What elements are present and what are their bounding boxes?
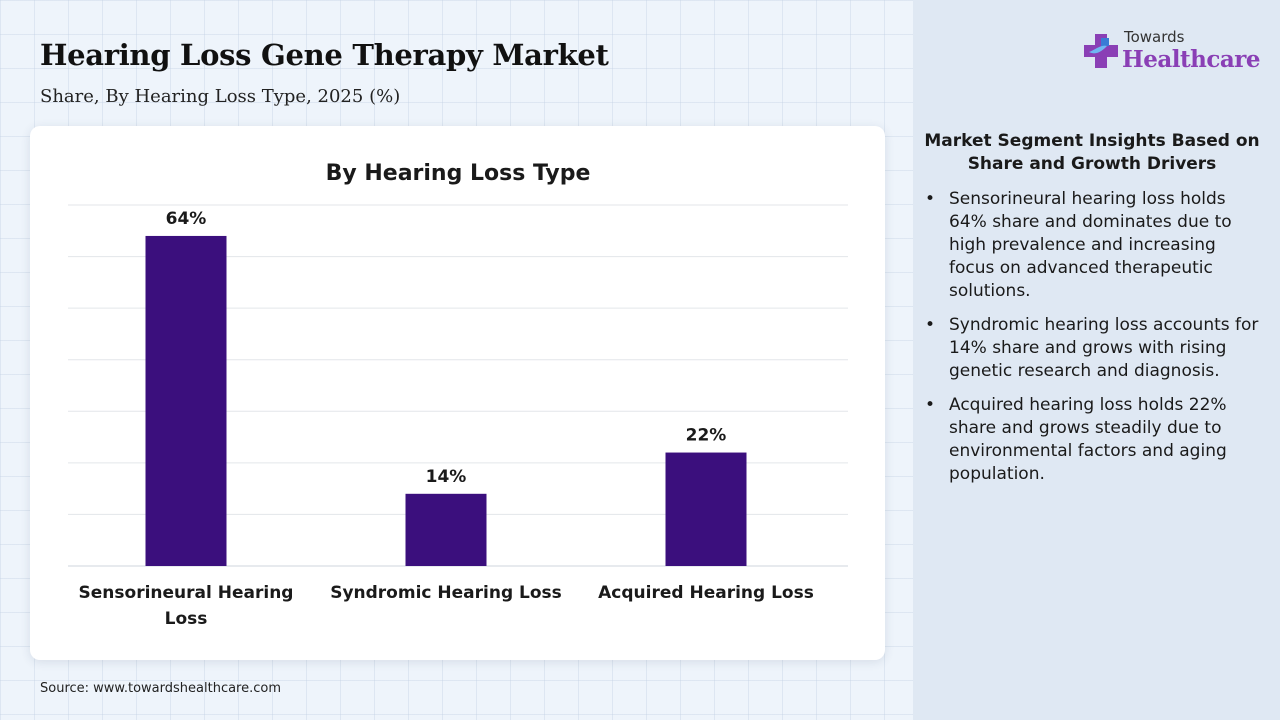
brand-logo: Towards Healthcare [1080,28,1261,78]
category-label: Syndromic Hearing Loss [330,583,562,603]
insight-item: • Sensorineural hearing loss holds 64% s… [922,188,1262,303]
category-label: Sensorineural Hearing [79,583,294,603]
bar-chart: By Hearing Loss Type 64% Sensorineural Hea… [68,161,848,629]
chart-card: By Hearing Loss Type 64% Sensorineural Hea… [30,126,885,660]
bullet-icon: • [925,395,936,415]
insights-panel: Market Segment Insights Based on Share a… [922,130,1262,497]
bullet-icon: • [925,189,936,209]
insights-panel-background [913,0,1280,720]
logo-text-top: Towards [1124,28,1185,46]
page-title: Hearing Loss Gene Therapy Market [40,38,609,72]
insight-text: Acquired hearing loss holds 22% share an… [949,395,1227,484]
bar [145,235,227,566]
insights-title: Market Segment Insights Based on Share a… [924,131,1260,174]
category-label: Acquired Hearing Loss [598,583,814,603]
page-subtitle: Share, By Hearing Loss Type, 2025 (%) [40,86,401,107]
data-label: 64% [166,209,207,229]
bar [665,452,747,566]
category-label: Loss [165,609,208,629]
insight-item: • Syndromic hearing loss accounts for 14… [922,314,1262,383]
cross-logo-icon [1084,34,1118,68]
bar [405,493,487,566]
chart-title: By Hearing Loss Type [326,161,591,186]
insights-list: • Sensorineural hearing loss holds 64% s… [922,188,1262,486]
logo-text-main: Healthcare [1122,46,1261,73]
insight-text: Sensorineural hearing loss holds 64% sha… [949,189,1232,301]
insight-item: • Acquired hearing loss holds 22% share … [922,394,1262,486]
data-label: 22% [686,426,727,446]
insight-text: Syndromic hearing loss accounts for 14% … [949,315,1259,381]
source-note: Source: www.towardshealthcare.com [40,681,282,696]
bullet-icon: • [925,315,936,335]
data-label: 14% [426,467,467,487]
